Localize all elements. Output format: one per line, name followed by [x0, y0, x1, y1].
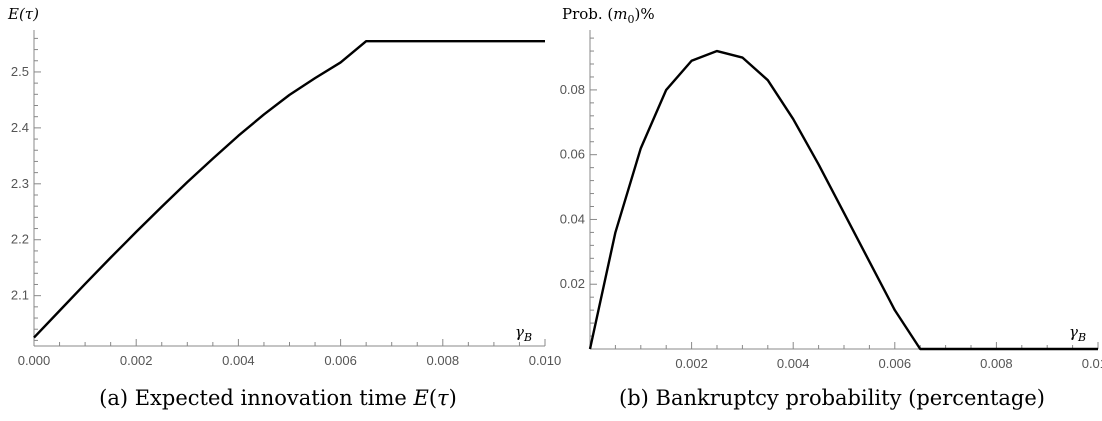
chart-a-y-tick-label: 2.3 [11, 176, 29, 191]
chart-a-x-tick-label: 0.002 [120, 353, 153, 368]
chart-a-x-tick-label: 0.006 [324, 353, 357, 368]
chart-b-x-tick-label: 0.002 [675, 356, 708, 371]
chart-b-x-tick-label: 0.006 [879, 356, 912, 371]
chart-b-x-axis-label: γB [1069, 323, 1086, 344]
chart-a: 0.000 0.002 0.004 0.006 0.008 0.010 2.1 2.2 2.3 2… [7, 5, 561, 410]
chart-b-x-tick-label: 0.004 [777, 356, 810, 371]
chart-a-y-tick-label: 2.5 [11, 64, 29, 79]
chart-b-ticks: 0.002 0.004 0.006 0.008 0.010 0.02 0.04 0.06 0.0… [560, 37, 1102, 371]
chart-a-caption: (a) Expected innovation time E(τ) [99, 386, 457, 410]
chart-a-x-tick-label: 0.010 [529, 353, 562, 368]
chart-a-x-tick-label: 0.000 [18, 353, 51, 368]
chart-a-x-tick-label: 0.008 [427, 353, 460, 368]
chart-b-y-tick-label: 0.06 [560, 147, 585, 162]
chart-a-y-axis-label: E(τ) [7, 5, 39, 23]
chart-b-caption: (b) Bankruptcy probability (percentage) [619, 386, 1045, 410]
chart-a-ticks: 0.000 0.002 0.004 0.006 0.008 0.010 2.1 2.2 2.3 2… [11, 37, 562, 368]
chart-a-y-tick-label: 2.4 [11, 120, 29, 135]
chart-b-y-tick-label: 0.02 [560, 276, 585, 291]
chart-b-x-tick-label: 0.010 [1082, 356, 1102, 371]
chart-b-series-line [588, 49, 1098, 351]
chart-b-y-tick-label: 0.08 [560, 82, 585, 97]
chart-a-y-tick-label: 2.1 [11, 288, 29, 303]
chart-b: 0.002 0.004 0.006 0.008 0.010 0.02 0.04 0.06 0.0… [560, 5, 1102, 410]
chart-a-series-line [33, 39, 545, 339]
chart-a-x-axis-label: γB [515, 323, 532, 344]
chart-b-x-tick-label: 0.008 [980, 356, 1013, 371]
chart-a-y-tick-label: 2.2 [11, 232, 29, 247]
chart-b-y-tick-label: 0.04 [560, 211, 585, 226]
chart-a-x-tick-label: 0.004 [222, 353, 255, 368]
chart-b-y-axis-label: Prob. (m0)% [562, 5, 655, 26]
